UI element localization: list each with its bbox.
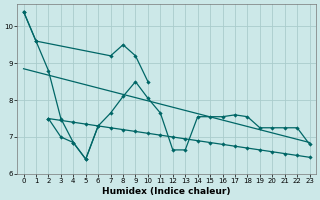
- X-axis label: Humidex (Indice chaleur): Humidex (Indice chaleur): [102, 187, 231, 196]
